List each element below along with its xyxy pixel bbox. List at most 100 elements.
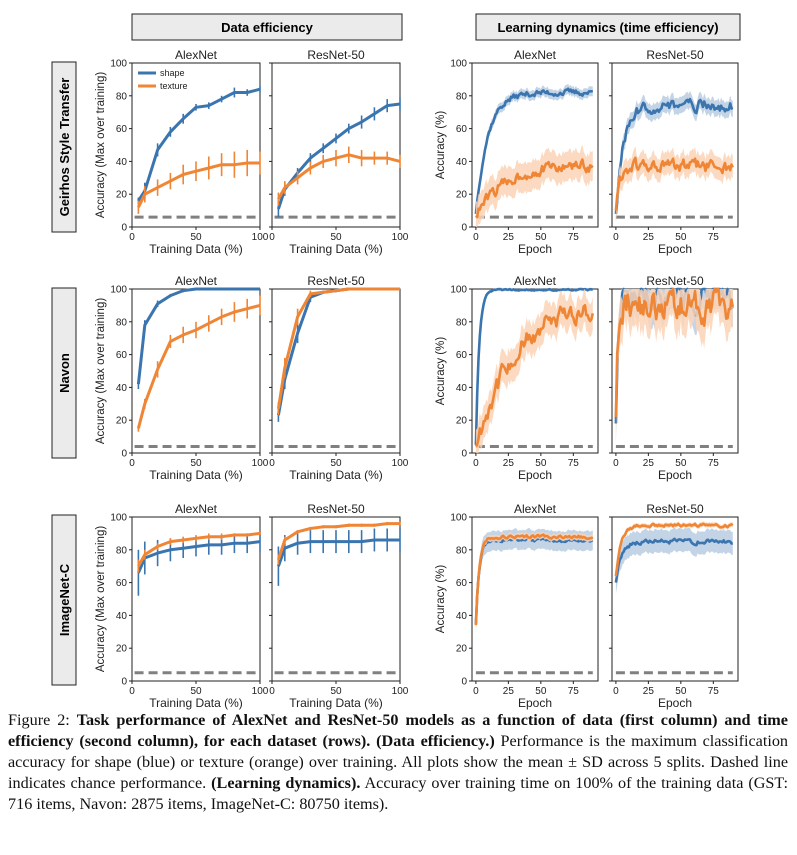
texture-series-line [137,531,261,567]
y-axis-label: Accuracy (Max over training) [95,526,107,673]
y-tick-label: 0 [121,449,127,460]
x-tick-label: 0 [473,232,479,243]
y-tick-label: 20 [116,190,128,201]
y-tick-label: 40 [456,157,468,168]
shape-sd-band [475,83,593,219]
y-tick-label: 100 [110,59,127,70]
panel-data-efficiency-alexnet-2: AlexNet 0 50 100 Training Data (%) 0 20 40 60 80 1… [95,502,269,710]
y-tick-label: 40 [456,383,468,394]
x-axis-label: Training Data (%) [149,468,243,482]
x-tick-label: 50 [535,232,547,243]
x-tick-label: 0 [129,458,135,469]
caption-text-2: Accuracy over training time on 100% of t… [8,774,788,813]
legend-texture-label: texture [160,81,188,91]
x-tick-label: 50 [190,232,202,243]
x-tick-label: 75 [568,458,580,469]
panel-frame [131,62,261,228]
x-axis-label: Epoch [518,242,552,256]
panel-title: ResNet-50 [307,48,365,62]
x-tick-label: 50 [535,458,547,469]
figure: Data efficiency Learning dynamics (time … [51,13,741,710]
x-tick-label: 50 [675,232,687,243]
y-tick-label: 80 [456,91,468,102]
y-tick-label: 0 [121,223,127,234]
y-tick-label: 20 [456,190,468,201]
caption-lead: Figure 2: [8,711,77,729]
panel-data-efficiency-resnet-50-2: ResNet-50 0 50 100 Training Data (%) [269,502,409,710]
y-tick-label: 100 [110,285,127,296]
y-tick-label: 60 [456,578,468,589]
y-tick-label: 0 [461,449,467,460]
x-tick-label: 0 [269,458,275,469]
x-tick-label: 75 [708,458,720,469]
row-label-imagenet-c-text: ImageNet-C [57,563,72,636]
texture-series-line [474,304,595,448]
header-learning-dynamics-label: Learning dynamics (time efficiency) [497,20,718,35]
x-tick-label: 0 [613,232,619,243]
panel-title: ResNet-50 [646,502,704,516]
panel-title: AlexNet [514,274,557,288]
shape-sd-band [615,90,733,223]
shape-series-line [137,540,261,574]
y-tick-label: 80 [456,317,468,328]
x-tick-label: 50 [190,686,202,697]
panel-frame [471,516,599,682]
panel-learning-dynamics-alexnet-0: AlexNet 0 25 50 75 Epoch 0 20 40 60 80 100 Accuracy … [435,48,599,256]
x-tick-label: 50 [330,458,342,469]
panel-title: AlexNet [514,502,557,516]
x-tick-label: 50 [330,686,342,697]
x-tick-label: 0 [473,458,479,469]
texture-series-line [276,522,400,561]
y-tick-label: 100 [110,513,127,524]
y-tick-label: 20 [456,644,468,655]
x-tick-label: 75 [568,686,580,697]
panel-data-efficiency-alexnet-0: AlexNet 0 50 100 Training Data (%) 0 20 40 60 80 1… [95,48,269,256]
x-tick-label: 100 [252,458,269,469]
x-axis-label: Training Data (%) [289,468,383,482]
texture-series-line [614,287,735,417]
x-tick-label: 0 [613,686,619,697]
x-tick-label: 50 [330,232,342,243]
header-data-efficiency-label: Data efficiency [221,20,314,35]
y-tick-label: 60 [116,578,128,589]
x-tick-label: 25 [503,686,515,697]
row-label-imagenet-c: ImageNet-C [51,514,77,686]
panel-title: ResNet-50 [307,502,365,516]
y-tick-label: 80 [456,545,468,556]
panel-title: ResNet-50 [646,274,704,288]
shape-series-line [276,538,400,567]
y-tick-label: 100 [450,59,467,70]
panel-title: AlexNet [175,274,218,288]
caption-text-1: Performance is the maximum classificatio… [8,732,789,792]
x-axis-label: Training Data (%) [149,696,243,710]
y-tick-label: 20 [116,416,128,427]
shape-series-line [276,102,401,210]
y-tick-label: 80 [116,317,128,328]
panel-frame [471,62,599,228]
x-tick-label: 0 [613,458,619,469]
panel-learning-dynamics-alexnet-2: AlexNet 0 25 50 75 Epoch 0 20 40 60 80 100 Accuracy … [435,502,599,710]
y-tick-label: 60 [116,350,128,361]
y-tick-label: 100 [450,285,467,296]
y-tick-label: 40 [116,383,128,394]
panel-frame [271,288,401,454]
panel-title: ResNet-50 [646,48,704,62]
shape-series-line [474,287,593,445]
x-axis-label: Epoch [658,242,692,256]
y-tick-label: 20 [116,644,128,655]
texture-sd-band [615,146,733,223]
panel-frame [611,516,739,682]
x-tick-label: 75 [708,232,720,243]
y-tick-label: 0 [121,677,127,688]
x-tick-label: 100 [392,232,409,243]
panel-title: ResNet-50 [307,274,365,288]
header-data-efficiency: Data efficiency [131,13,403,41]
x-axis-label: Training Data (%) [289,696,383,710]
y-tick-label: 20 [456,416,468,427]
panel-learning-dynamics-alexnet-1: AlexNet 0 25 50 75 Epoch 0 20 40 60 80 100 Accuracy … [435,274,599,482]
x-tick-label: 0 [129,686,135,697]
x-axis-label: Training Data (%) [149,242,243,256]
texture-series-line [276,287,400,409]
panel-title: AlexNet [175,48,218,62]
x-tick-label: 25 [643,232,655,243]
